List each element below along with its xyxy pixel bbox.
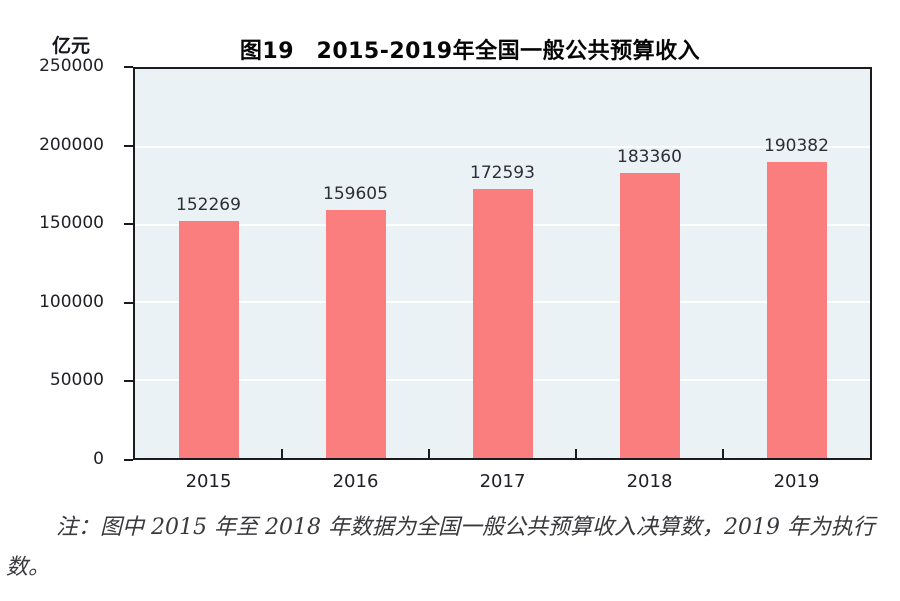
plot-area: 152269 159605 172593 183360 190382 <box>133 67 872 460</box>
y-axis-tick <box>124 301 133 304</box>
y-axis-tick-label: 200000 <box>39 134 104 155</box>
bar-value-label: 190382 <box>764 136 829 156</box>
bar-value-label: 172593 <box>470 163 535 183</box>
y-axis-tick <box>124 144 133 147</box>
chart-note: 注：图中 2015 年至 2018 年数据为全国一般公共预算收入决算数，2019… <box>6 515 875 580</box>
y-axis-tick <box>124 380 133 383</box>
x-axis-tick <box>722 449 724 458</box>
y-axis-tick-label: 150000 <box>39 213 104 234</box>
x-axis-label-2019: 2019 <box>773 471 820 492</box>
y-axis-tick <box>124 223 133 226</box>
y-axis-tick-label: 100000 <box>39 291 104 312</box>
x-axis-label-2016: 2016 <box>332 471 379 492</box>
x-axis-label-2017: 2017 <box>479 471 526 492</box>
bar-value-label: 159605 <box>323 184 388 204</box>
gridline <box>135 145 870 148</box>
x-axis-label-2018: 2018 <box>626 471 673 492</box>
y-axis-tick <box>124 66 133 68</box>
bar-value-label: 183360 <box>617 147 682 167</box>
y-axis-tick-label: 250000 <box>39 56 104 76</box>
bar-2015 <box>178 221 239 458</box>
x-axis-tick <box>428 449 430 458</box>
x-axis-tick <box>575 449 577 458</box>
bar-2017 <box>472 189 533 458</box>
y-axis-tick <box>124 459 133 461</box>
bar-value-label: 152269 <box>176 195 241 215</box>
x-axis-label-2015: 2015 <box>185 471 232 492</box>
y-axis-tick-label: 50000 <box>49 370 104 391</box>
bar-2019 <box>766 162 827 458</box>
chart-title: 图19 2015-2019年全国一般公共预算收入 <box>239 39 701 64</box>
y-axis-unit-label: 亿元 <box>51 35 90 57</box>
x-axis-tick <box>281 449 283 458</box>
bar-2018 <box>619 173 680 458</box>
bar-2016 <box>325 210 386 458</box>
y-axis-tick-label: 0 <box>93 449 104 469</box>
